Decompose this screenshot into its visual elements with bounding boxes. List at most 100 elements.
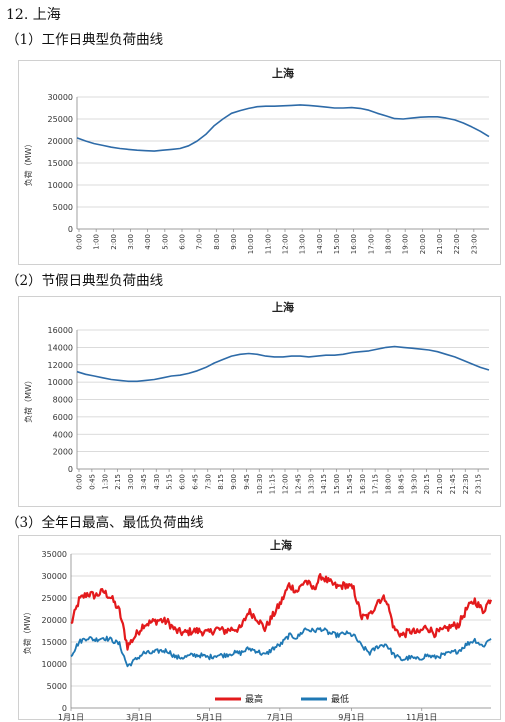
load-curve-line	[76, 345, 490, 383]
x-tick-label: 9:45	[243, 474, 251, 490]
x-tick-label: 21:00	[436, 234, 444, 254]
chart-2-title: 上海	[272, 300, 294, 314]
x-tick-label: 0:00	[76, 234, 84, 250]
x-tick-label: 20:15	[423, 474, 431, 494]
legend-label: 最高	[245, 693, 263, 705]
x-tick-label: 5:00	[161, 234, 169, 250]
x-tick-label: 9:00	[230, 234, 238, 250]
x-tick-label: 12:00	[282, 474, 290, 494]
x-tick-label: 3月1日	[126, 713, 152, 722]
x-tick-label: 9:00	[230, 474, 238, 490]
chart-2-svg: 上海 0 2000 4000 6000 8000 10000 12000 14000 16000 负…	[23, 300, 490, 494]
x-tick-label: 1:00	[93, 234, 101, 250]
x-tick-label: 10:00	[247, 234, 255, 254]
x-tick-label: 8:15	[217, 474, 225, 490]
chart-1-heading: （1）工作日典型负荷曲线	[6, 32, 164, 48]
x-tick-label: 11:15	[269, 474, 277, 494]
y-tick-label: 4000	[53, 430, 73, 439]
x-tick-label: 3:00	[127, 234, 135, 250]
x-tick-label: 23:15	[475, 474, 483, 494]
x-tick-label: 1:30	[101, 474, 109, 490]
x-tick-label: 12:00	[282, 234, 290, 254]
x-tick-label: 16:30	[359, 474, 367, 494]
x-tick-label: 4:30	[153, 474, 161, 490]
x-tick-label: 2:15	[114, 474, 122, 490]
x-tick-label: 21:45	[449, 474, 457, 494]
x-tick-label: 0:45	[88, 474, 96, 490]
daily-min-line	[70, 627, 492, 668]
x-tick-label: 8:00	[213, 234, 221, 250]
y-tick-label: 5000	[47, 682, 67, 691]
x-tick-label: 22:00	[453, 234, 461, 254]
x-tick-label: 22:30	[462, 474, 470, 494]
chart-3-heading: （3）全年日最高、最低负荷曲线	[6, 515, 204, 531]
y-tick-label: 2000	[53, 448, 73, 457]
y-tick-label: 0	[68, 225, 73, 234]
x-tick-label: 18:45	[397, 474, 405, 494]
y-tick-label: 15000	[48, 159, 73, 168]
chart-3-panel: 上海 0 5000 10000 15000 20000 25000 30000 35000 负荷（…	[18, 535, 501, 722]
x-tick-label: 7:30	[204, 474, 212, 490]
y-tick-label: 20000	[48, 137, 73, 146]
x-tick-label: 16:00	[350, 234, 358, 254]
chart-1-svg: 上海 0 5000 10000 15000 20000 25000 30000 负荷（MW） 0:…	[23, 66, 490, 254]
x-tick-label: 11:00	[264, 234, 272, 254]
x-tick-label: 2:00	[110, 234, 118, 250]
y-tick-label: 8000	[53, 396, 73, 405]
x-tick-label: 6:00	[179, 234, 187, 250]
load-curve-line	[76, 104, 490, 152]
y-tick-label: 30000	[48, 93, 73, 102]
x-tick-label: 19:30	[410, 474, 418, 494]
y-tick-label: 10000	[48, 378, 73, 387]
x-tick-label: 3:00	[127, 474, 135, 490]
x-tick-label: 19:00	[402, 234, 410, 254]
x-tick-label: 17:15	[372, 474, 380, 494]
x-tick-label: 3:45	[140, 474, 148, 490]
y-tick-label: 5000	[53, 203, 73, 212]
x-tick-label: 15:45	[346, 474, 354, 494]
y-tick-label: 0	[68, 465, 73, 474]
x-tick-label: 6:45	[191, 474, 199, 490]
y-tick-label: 30000	[42, 572, 67, 581]
daily-max-line	[70, 572, 493, 651]
chart-2-panel: 上海 0 2000 4000 6000 8000 10000 12000 14000 16000 负…	[18, 296, 501, 507]
x-tick-label: 7:00	[196, 234, 204, 250]
x-tick-label: 15:00	[333, 234, 341, 254]
y-tick-label: 15000	[42, 638, 67, 647]
x-tick-label: 13:00	[299, 234, 307, 254]
x-tick-label: 5:15	[166, 474, 174, 490]
y-axis-label: 负荷（MW）	[23, 376, 33, 423]
x-tick-label: 7月1日	[267, 713, 293, 722]
x-tick-label: 14:00	[316, 234, 324, 254]
y-tick-label: 6000	[53, 413, 73, 422]
chart-3-svg: 上海 0 5000 10000 15000 20000 25000 30000 35000 负荷（…	[22, 538, 493, 722]
x-tick-label: 11月1日	[406, 713, 437, 722]
legend-label: 最低	[331, 693, 349, 705]
y-axis-label: 负荷（MW）	[23, 140, 33, 187]
x-tick-label: 9月1日	[338, 713, 364, 722]
x-tick-label: 23:00	[470, 234, 478, 254]
x-tick-label: 17:00	[367, 234, 375, 254]
y-tick-label: 14000	[48, 343, 73, 352]
y-tick-label: 0	[62, 704, 67, 713]
x-tick-label: 12:45	[294, 474, 302, 494]
x-tick-label: 13:30	[307, 474, 315, 494]
chart-3-title: 上海	[270, 538, 292, 552]
y-tick-label: 16000	[48, 326, 73, 335]
x-tick-label: 10:30	[256, 474, 264, 494]
x-tick-label: 6:00	[179, 474, 187, 490]
x-tick-label: 15:00	[333, 474, 341, 494]
chart-1-title: 上海	[272, 66, 294, 80]
section-heading: 12. 上海	[6, 7, 61, 23]
x-tick-label: 21:00	[436, 474, 444, 494]
y-axis-label: 负荷（MW）	[22, 608, 32, 655]
x-tick-label: 18:00	[385, 234, 393, 254]
y-tick-label: 10000	[42, 660, 67, 669]
y-tick-label: 10000	[48, 181, 73, 190]
chart-1-panel: 上海 0 5000 10000 15000 20000 25000 30000 负荷（MW） 0:…	[18, 60, 501, 265]
y-tick-label: 12000	[48, 361, 73, 370]
y-tick-label: 25000	[48, 115, 73, 124]
y-tick-label: 35000	[42, 550, 67, 559]
x-tick-label: 14:15	[320, 474, 328, 494]
y-tick-label: 25000	[42, 594, 67, 603]
